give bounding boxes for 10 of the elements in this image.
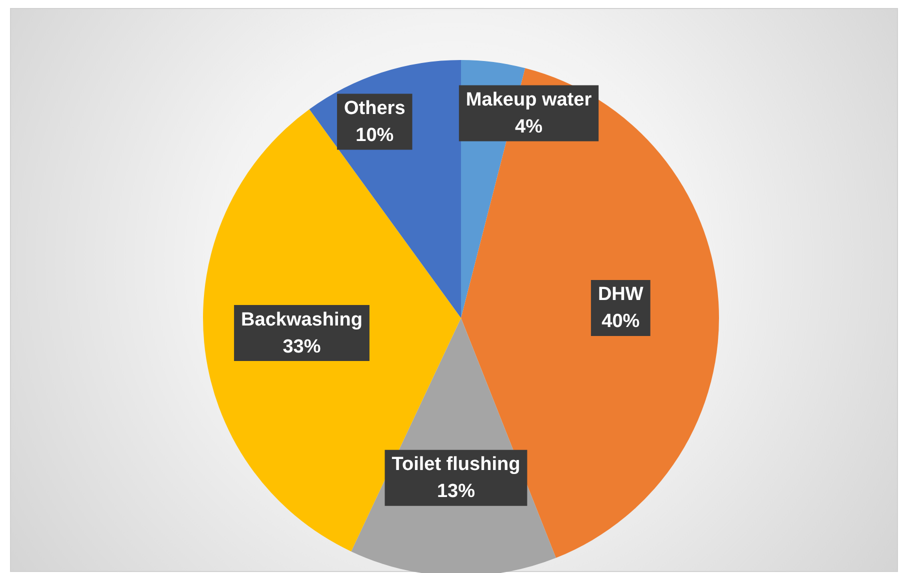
slice-label: Others	[344, 98, 406, 119]
slice-label: Makeup water	[466, 89, 592, 110]
data-label: 4%	[515, 116, 543, 138]
data-label: 40%	[602, 311, 640, 332]
slice-label: DHW	[598, 284, 644, 306]
data-label: 13%	[436, 481, 476, 502]
slice-label: Toilet flushing	[392, 454, 520, 476]
slice-label: Backwashing	[241, 309, 362, 330]
data-label: 10%	[356, 124, 394, 146]
data-label: 33%	[282, 336, 321, 358]
